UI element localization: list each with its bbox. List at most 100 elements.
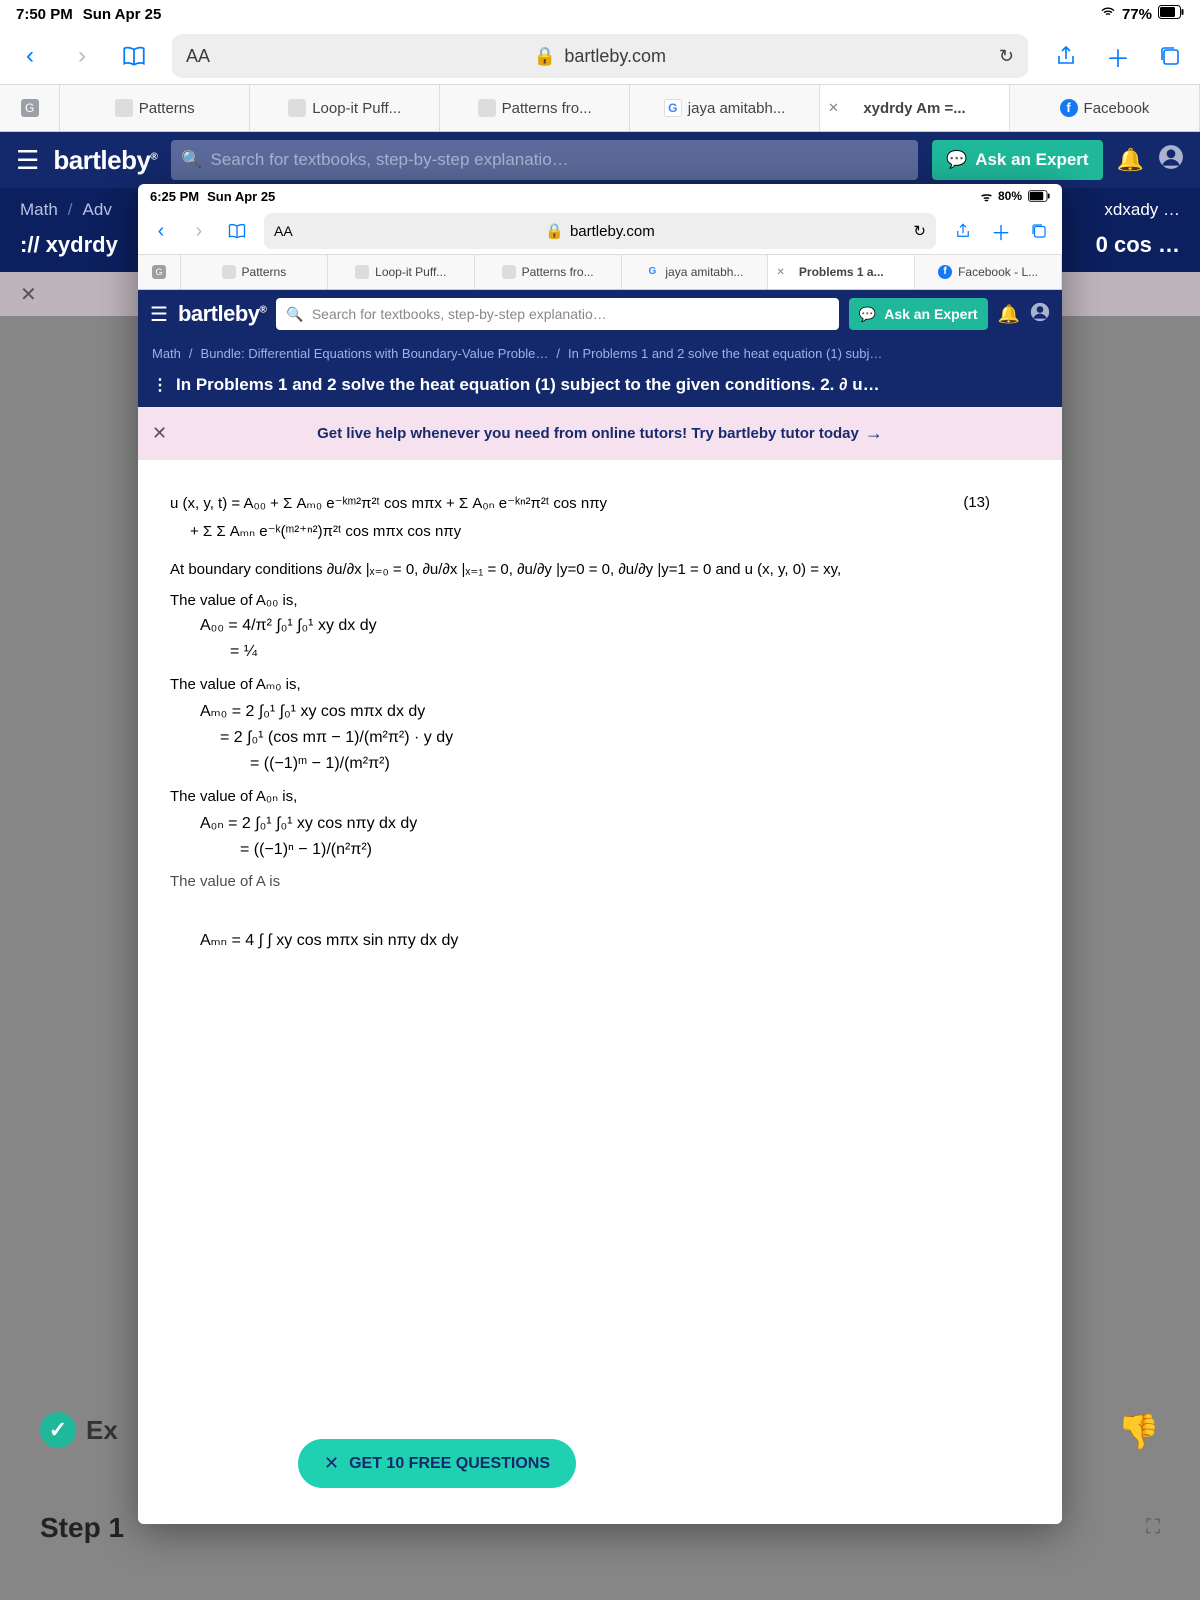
user-icon[interactable] [1030, 302, 1050, 327]
promo-banner[interactable]: ✕ Get live help whenever you need from o… [138, 407, 1062, 460]
tab-facebook[interactable]: fFacebook [1010, 85, 1200, 131]
new-tab-icon[interactable]: ＋ [990, 220, 1012, 242]
tab-patterns[interactable]: Patterns [60, 85, 250, 131]
outer-safari-toolbar: ‹ › AA 🔒 bartleby.com ↻ ＋ [0, 28, 1200, 84]
wifi-icon [1100, 4, 1116, 24]
crumb-problem[interactable]: In Problems 1 and 2 solve the heat equat… [568, 346, 882, 361]
close-icon[interactable]: ✕ [20, 282, 37, 307]
tab-loopit[interactable]: Loop-it Puff... [250, 85, 440, 131]
a00-heading: The value of A₀₀ is, [170, 592, 1030, 609]
thumbs-down-icon[interactable]: 👎 [1118, 1412, 1160, 1452]
overlay-tab-strip: G Patterns Loop-it Puff... Patterns fro.… [138, 254, 1062, 290]
ask-expert-button[interactable]: 💬 Ask an Expert [932, 140, 1103, 180]
back-icon[interactable]: ‹ [150, 220, 172, 242]
reload-icon[interactable]: ↻ [913, 222, 926, 240]
tab-label: Patterns [139, 100, 195, 117]
battery-pct: 80% [998, 189, 1022, 203]
title-right: 0 cos … [1096, 232, 1180, 258]
back-icon[interactable]: ‹ [16, 42, 44, 70]
equation-13a: u (x, y, t) = A₀₀ + Σ Aₘ₀ e⁻ᵏᵐ²π²ᵗ cos m… [170, 495, 607, 512]
outer-tab-strip: G Patterns Loop-it Puff... Patterns fro.… [0, 84, 1200, 132]
status-day: Sun Apr 25 [83, 6, 162, 23]
wifi-icon: ᯤ [981, 188, 992, 205]
boundary-conditions: At boundary conditions ∂u/∂x |ₓ₌₀ = 0, ∂… [170, 560, 1030, 578]
promo-text: Get live help whenever you need from onl… [317, 425, 859, 442]
tab-patterns[interactable]: Patterns [181, 255, 328, 289]
lock-icon: 🔒 [534, 46, 556, 67]
overlay-safari-toolbar: ‹ › AA 🔒 bartleby.com ↻ ＋ [138, 208, 1062, 254]
get-free-questions-button[interactable]: ✕ GET 10 FREE QUESTIONS [298, 1439, 576, 1488]
close-icon[interactable]: ✕ [776, 267, 784, 278]
tabs-icon[interactable] [1028, 220, 1050, 242]
tab-label: Loop-it Puff... [375, 265, 446, 279]
tab-label: Facebook - L... [958, 265, 1038, 279]
bartleby-header-bg: ☰ bartleby® 🔍 Search for textbooks, step… [0, 132, 1200, 188]
tab-google[interactable]: G [138, 255, 181, 289]
tab-label: Facebook [1084, 100, 1150, 117]
title-left: :// xydrdy [20, 232, 118, 258]
close-icon[interactable]: ✕ [324, 1453, 339, 1474]
hamburger-icon[interactable]: ☰ [16, 145, 39, 176]
a0n-heading: The value of A₀ₙ is, [170, 787, 1030, 805]
tab-label: Patterns fro... [522, 265, 594, 279]
bell-icon[interactable]: 🔔 [998, 304, 1020, 325]
tabs-icon[interactable] [1156, 42, 1184, 70]
hamburger-icon[interactable]: ☰ [150, 302, 168, 327]
status-time: 7:50 PM [16, 6, 73, 23]
text-size-icon[interactable]: AA [186, 46, 210, 67]
url-bar[interactable]: AA 🔒 bartleby.com ↻ [264, 213, 936, 249]
new-tab-icon[interactable]: ＋ [1104, 42, 1132, 70]
ask-label: Ask an Expert [975, 150, 1088, 170]
expand-icon[interactable]: ⛶ [1146, 1516, 1160, 1539]
url-bar[interactable]: AA 🔒 bartleby.com ↻ [172, 34, 1028, 78]
crumb-math[interactable]: Math [20, 200, 58, 220]
tab-google[interactable]: G [0, 85, 60, 131]
crumb-adv[interactable]: Adv [83, 200, 112, 220]
google-icon: G [152, 265, 166, 279]
close-icon[interactable]: ✕ [828, 100, 839, 116]
arrow-right-icon: → [865, 423, 883, 444]
tab-xydrdy[interactable]: ✕ xydrdy Am =... [820, 85, 1010, 131]
overlay-page-title: ⋮ In Problems 1 and 2 solve the heat equ… [138, 369, 1062, 407]
tab-loopit[interactable]: Loop-it Puff... [328, 255, 475, 289]
amn-heading-cut: The value of A is [170, 873, 1030, 890]
brand-logo[interactable]: bartleby® [53, 145, 157, 176]
more-icon[interactable]: ⋮ [152, 375, 168, 395]
user-icon[interactable] [1158, 144, 1184, 176]
text-size-icon[interactable]: AA [274, 223, 293, 239]
tab-problems[interactable]: ✕Problems 1 a... [768, 255, 915, 289]
search-icon: 🔍 [286, 306, 303, 323]
tab-jaya[interactable]: Gjaya amitabh... [622, 255, 769, 289]
crumb-math[interactable]: Math [152, 346, 181, 361]
bell-icon[interactable]: 🔔 [1117, 147, 1144, 173]
overlay-modal: 6:25 PM Sun Apr 25 ᯤ 80% ‹ › AA 🔒 bartle… [138, 184, 1062, 1524]
share-icon[interactable] [1052, 42, 1080, 70]
cta-label: GET 10 FREE QUESTIONS [349, 1455, 550, 1473]
overlay-breadcrumb: Math/ Bundle: Differential Equations wit… [138, 338, 1062, 369]
a0n-eq2: = ((−1)ⁿ − 1)/(n²π²) [240, 841, 1030, 859]
tab-label: xydrdy Am =... [863, 100, 965, 117]
tab-patterns-fro[interactable]: Patterns fro... [440, 85, 630, 131]
tab-patterns-fro[interactable]: Patterns fro... [475, 255, 622, 289]
close-icon[interactable]: ✕ [152, 423, 167, 444]
book-icon[interactable] [226, 220, 248, 242]
am0-heading: The value of Aₘ₀ is, [170, 675, 1030, 693]
ex-label: Ex [86, 1415, 118, 1446]
crumb-bundle[interactable]: Bundle: Differential Equations with Boun… [201, 346, 549, 361]
book-icon[interactable] [120, 42, 148, 70]
brand-logo[interactable]: bartleby® [178, 301, 266, 327]
search-input[interactable]: 🔍 Search for textbooks, step-by-step exp… [276, 298, 838, 330]
google-icon: G [664, 99, 682, 117]
status-day: Sun Apr 25 [207, 189, 275, 204]
tab-label: Loop-it Puff... [312, 100, 401, 117]
ask-label: Ask an Expert [884, 306, 977, 322]
google-icon: G [645, 265, 659, 279]
tab-facebook[interactable]: fFacebook - L... [915, 255, 1062, 289]
favicon-icon [502, 265, 516, 279]
ask-expert-button[interactable]: 💬 Ask an Expert [849, 298, 988, 330]
share-icon[interactable] [952, 220, 974, 242]
reload-icon[interactable]: ↻ [999, 46, 1014, 67]
tab-jaya[interactable]: Gjaya amitabh... [630, 85, 820, 131]
search-input[interactable]: 🔍 Search for textbooks, step-by-step exp… [171, 140, 918, 180]
a00-eq2: = ¼ [230, 643, 1030, 661]
